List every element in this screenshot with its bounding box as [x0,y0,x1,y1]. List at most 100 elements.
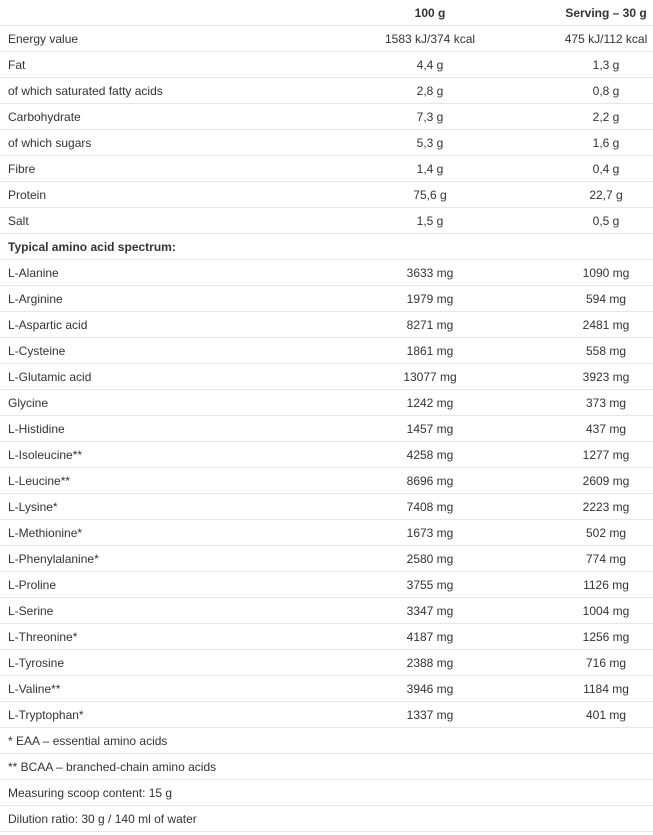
value-per-serving: 2,2 g [515,103,653,130]
amino-row: L-Arginine 1979 mg 594 mg [0,285,653,312]
note-text: Dilution ratio: 30 g / 140 ml of water [0,805,653,832]
value-per-100g: 8271 mg [345,311,515,338]
value-per-100g: 1457 mg [345,415,515,442]
value-per-serving: 401 mg [515,701,653,728]
row-label: Salt [0,207,345,234]
value-per-100g: 1979 mg [345,285,515,312]
row-label: L-Threonine* [0,623,345,650]
value-per-100g: 4258 mg [345,441,515,468]
value-per-serving: 1256 mg [515,623,653,650]
row-label: L-Histidine [0,415,345,442]
value-per-serving: 1277 mg [515,441,653,468]
value-per-100g: 1337 mg [345,701,515,728]
row-label: L-Alanine [0,259,345,286]
row-label: L-Glutamic acid [0,363,345,390]
amino-row: L-Phenylalanine* 2580 mg 774 mg [0,545,653,572]
note-text: ** BCAA – branched-chain amino acids [0,753,653,780]
row-label: L-Lysine* [0,493,345,520]
value-per-serving: 3923 mg [515,363,653,390]
nutrition-row: Fat 4,4 g 1,3 g [0,51,653,78]
value-per-100g: 2,8 g [345,77,515,104]
amino-row: L-Tyrosine 2388 mg 716 mg [0,649,653,676]
value-per-serving: 1004 mg [515,597,653,624]
value-per-serving: 502 mg [515,519,653,546]
nutrition-row: of which sugars 5,3 g 1,6 g [0,129,653,156]
amino-row: L-Isoleucine** 4258 mg 1277 mg [0,441,653,468]
nutrition-row: Fibre 1,4 g 0,4 g [0,155,653,182]
value-per-serving: 373 mg [515,389,653,416]
note-text: Measuring scoop content: 15 g [0,779,653,806]
value-per-serving: 475 kJ/112 kcal [515,25,653,52]
amino-row: L-Aspartic acid 8271 mg 2481 mg [0,311,653,338]
row-label: of which sugars [0,129,345,156]
amino-row: L-Histidine 1457 mg 437 mg [0,415,653,442]
value-per-100g: 1673 mg [345,519,515,546]
nutrition-row: of which saturated fatty acids 2,8 g 0,8 g [0,77,653,104]
row-label: Energy value [0,25,345,52]
amino-row: L-Serine 3347 mg 1004 mg [0,597,653,624]
amino-row: L-Threonine* 4187 mg 1256 mg [0,623,653,650]
value-per-100g: 3633 mg [345,259,515,286]
row-label: L-Arginine [0,285,345,312]
note-row: ** BCAA – branched-chain amino acids [0,753,653,780]
row-label: Carbohydrate [0,103,345,130]
value-per-100g: 1,4 g [345,155,515,182]
nutrition-body: Energy value 1583 kJ/374 kcal 475 kJ/112 k… [0,25,653,234]
table-header-row: 100 g Serving – 30 g [0,0,653,26]
value-per-serving: 2609 mg [515,467,653,494]
value-per-100g: 4187 mg [345,623,515,650]
row-label: L-Phenylalanine* [0,545,345,572]
row-label: L-Methionine* [0,519,345,546]
row-label: L-Cysteine [0,337,345,364]
value-per-serving: 1184 mg [515,675,653,702]
value-per-serving: 558 mg [515,337,653,364]
value-per-100g: 2388 mg [345,649,515,676]
nutrition-row: Energy value 1583 kJ/374 kcal 475 kJ/112 k… [0,25,653,52]
note-row: Measuring scoop content: 15 g [0,779,653,806]
value-per-100g: 3946 mg [345,675,515,702]
row-label: L-Aspartic acid [0,311,345,338]
value-per-serving: 716 mg [515,649,653,676]
value-per-100g: 1,5 g [345,207,515,234]
value-per-serving: 0,5 g [515,207,653,234]
row-label: L-Valine** [0,675,345,702]
amino-row: L-Glutamic acid 13077 mg 3923 mg [0,363,653,390]
value-per-100g: 7408 mg [345,493,515,520]
value-per-100g: 5,3 g [345,129,515,156]
value-per-100g: 8696 mg [345,467,515,494]
value-per-100g: 13077 mg [345,363,515,390]
row-label: L-Isoleucine** [0,441,345,468]
amino-row: L-Alanine 3633 mg 1090 mg [0,259,653,286]
row-label: Fat [0,51,345,78]
value-per-serving: 22,7 g [515,181,653,208]
header-per-100g: 100 g [345,0,515,26]
row-label: of which saturated fatty acids [0,77,345,104]
nutrition-row: Carbohydrate 7,3 g 2,2 g [0,103,653,130]
value-per-100g: 1583 kJ/374 kcal [345,25,515,52]
nutrition-row: Protein 75,6 g 22,7 g [0,181,653,208]
value-per-100g: 3755 mg [345,571,515,598]
value-per-100g: 75,6 g [345,181,515,208]
value-per-serving: 0,8 g [515,77,653,104]
amino-row: L-Lysine* 7408 mg 2223 mg [0,493,653,520]
value-per-100g: 4,4 g [345,51,515,78]
nutrition-row: Salt 1,5 g 0,5 g [0,207,653,234]
value-per-serving: 0,4 g [515,155,653,182]
value-per-serving: 2481 mg [515,311,653,338]
amino-row: L-Methionine* 1673 mg 502 mg [0,519,653,546]
row-label: Protein [0,181,345,208]
value-per-100g: 3347 mg [345,597,515,624]
row-label: L-Proline [0,571,345,598]
row-label: Glycine [0,389,345,416]
notes-body: * EAA – essential amino acids ** BCAA – b… [0,727,653,832]
amino-heading-body: Typical amino acid spectrum: [0,233,653,260]
row-label: L-Tryptophan* [0,701,345,728]
value-per-100g: 1242 mg [345,389,515,416]
value-per-serving: 774 mg [515,545,653,572]
row-label: L-Serine [0,597,345,624]
amino-row: L-Leucine** 8696 mg 2609 mg [0,467,653,494]
row-label: L-Leucine** [0,467,345,494]
amino-row: L-Proline 3755 mg 1126 mg [0,571,653,598]
value-per-serving: 1,3 g [515,51,653,78]
